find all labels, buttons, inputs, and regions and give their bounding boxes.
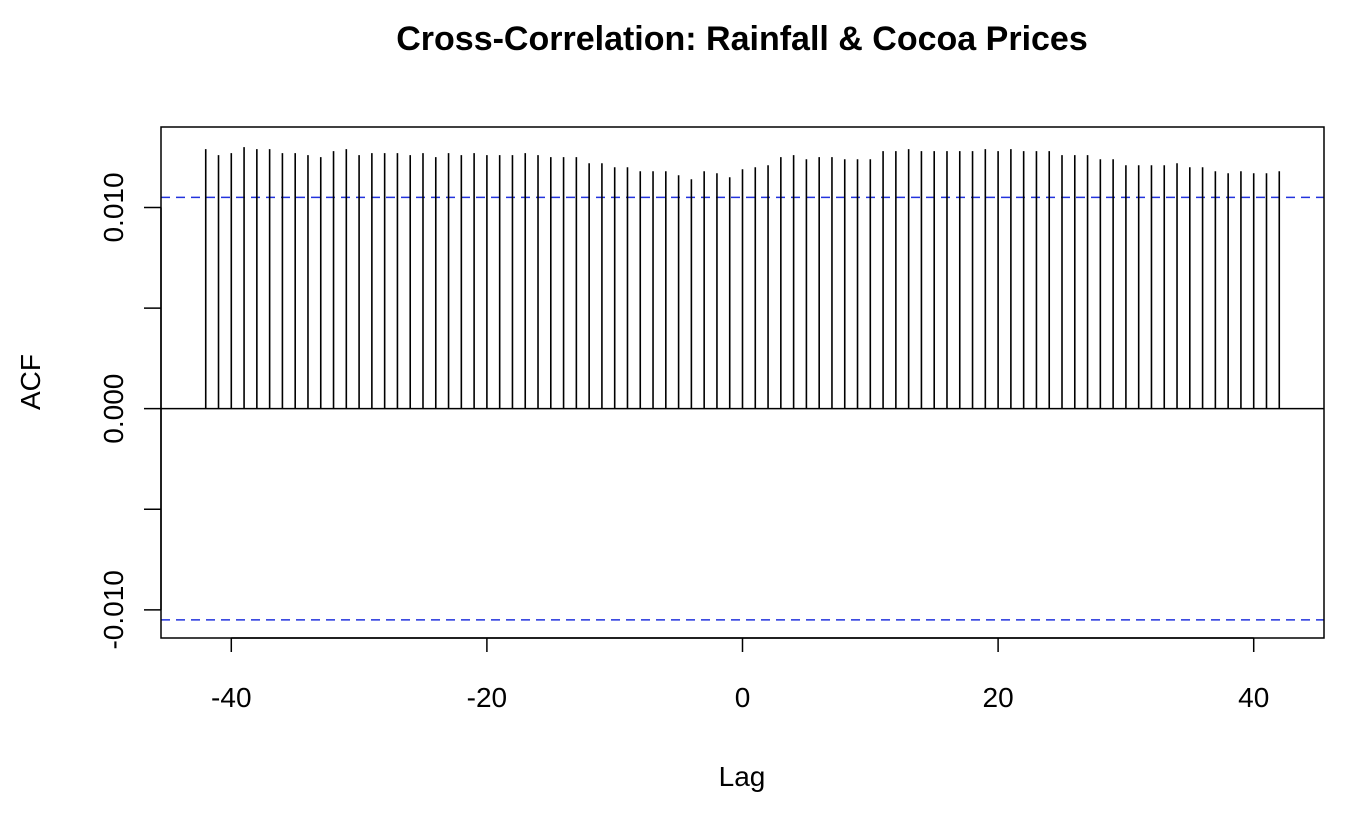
x-axis: -40 -20 0 20 40 [211,637,1269,713]
x-tick-label: 40 [1238,682,1269,713]
x-tick-label: 20 [983,682,1014,713]
y-tick-label: 0.010 [98,172,129,242]
x-tick-label: 0 [735,682,751,713]
x-axis-label: Lag [719,761,766,792]
y-axis: -0.010 0.000 0.010 [98,172,162,650]
x-tick-label: -20 [467,682,507,713]
y-tick-label: -0.010 [98,570,129,649]
chart-title: Cross-Correlation: Rainfall & Cocoa Pric… [396,20,1088,58]
x-tick-label: -40 [211,682,251,713]
y-axis-label: ACF [15,354,46,410]
y-tick-label: 0.000 [98,374,129,444]
plot-area [161,147,1324,621]
